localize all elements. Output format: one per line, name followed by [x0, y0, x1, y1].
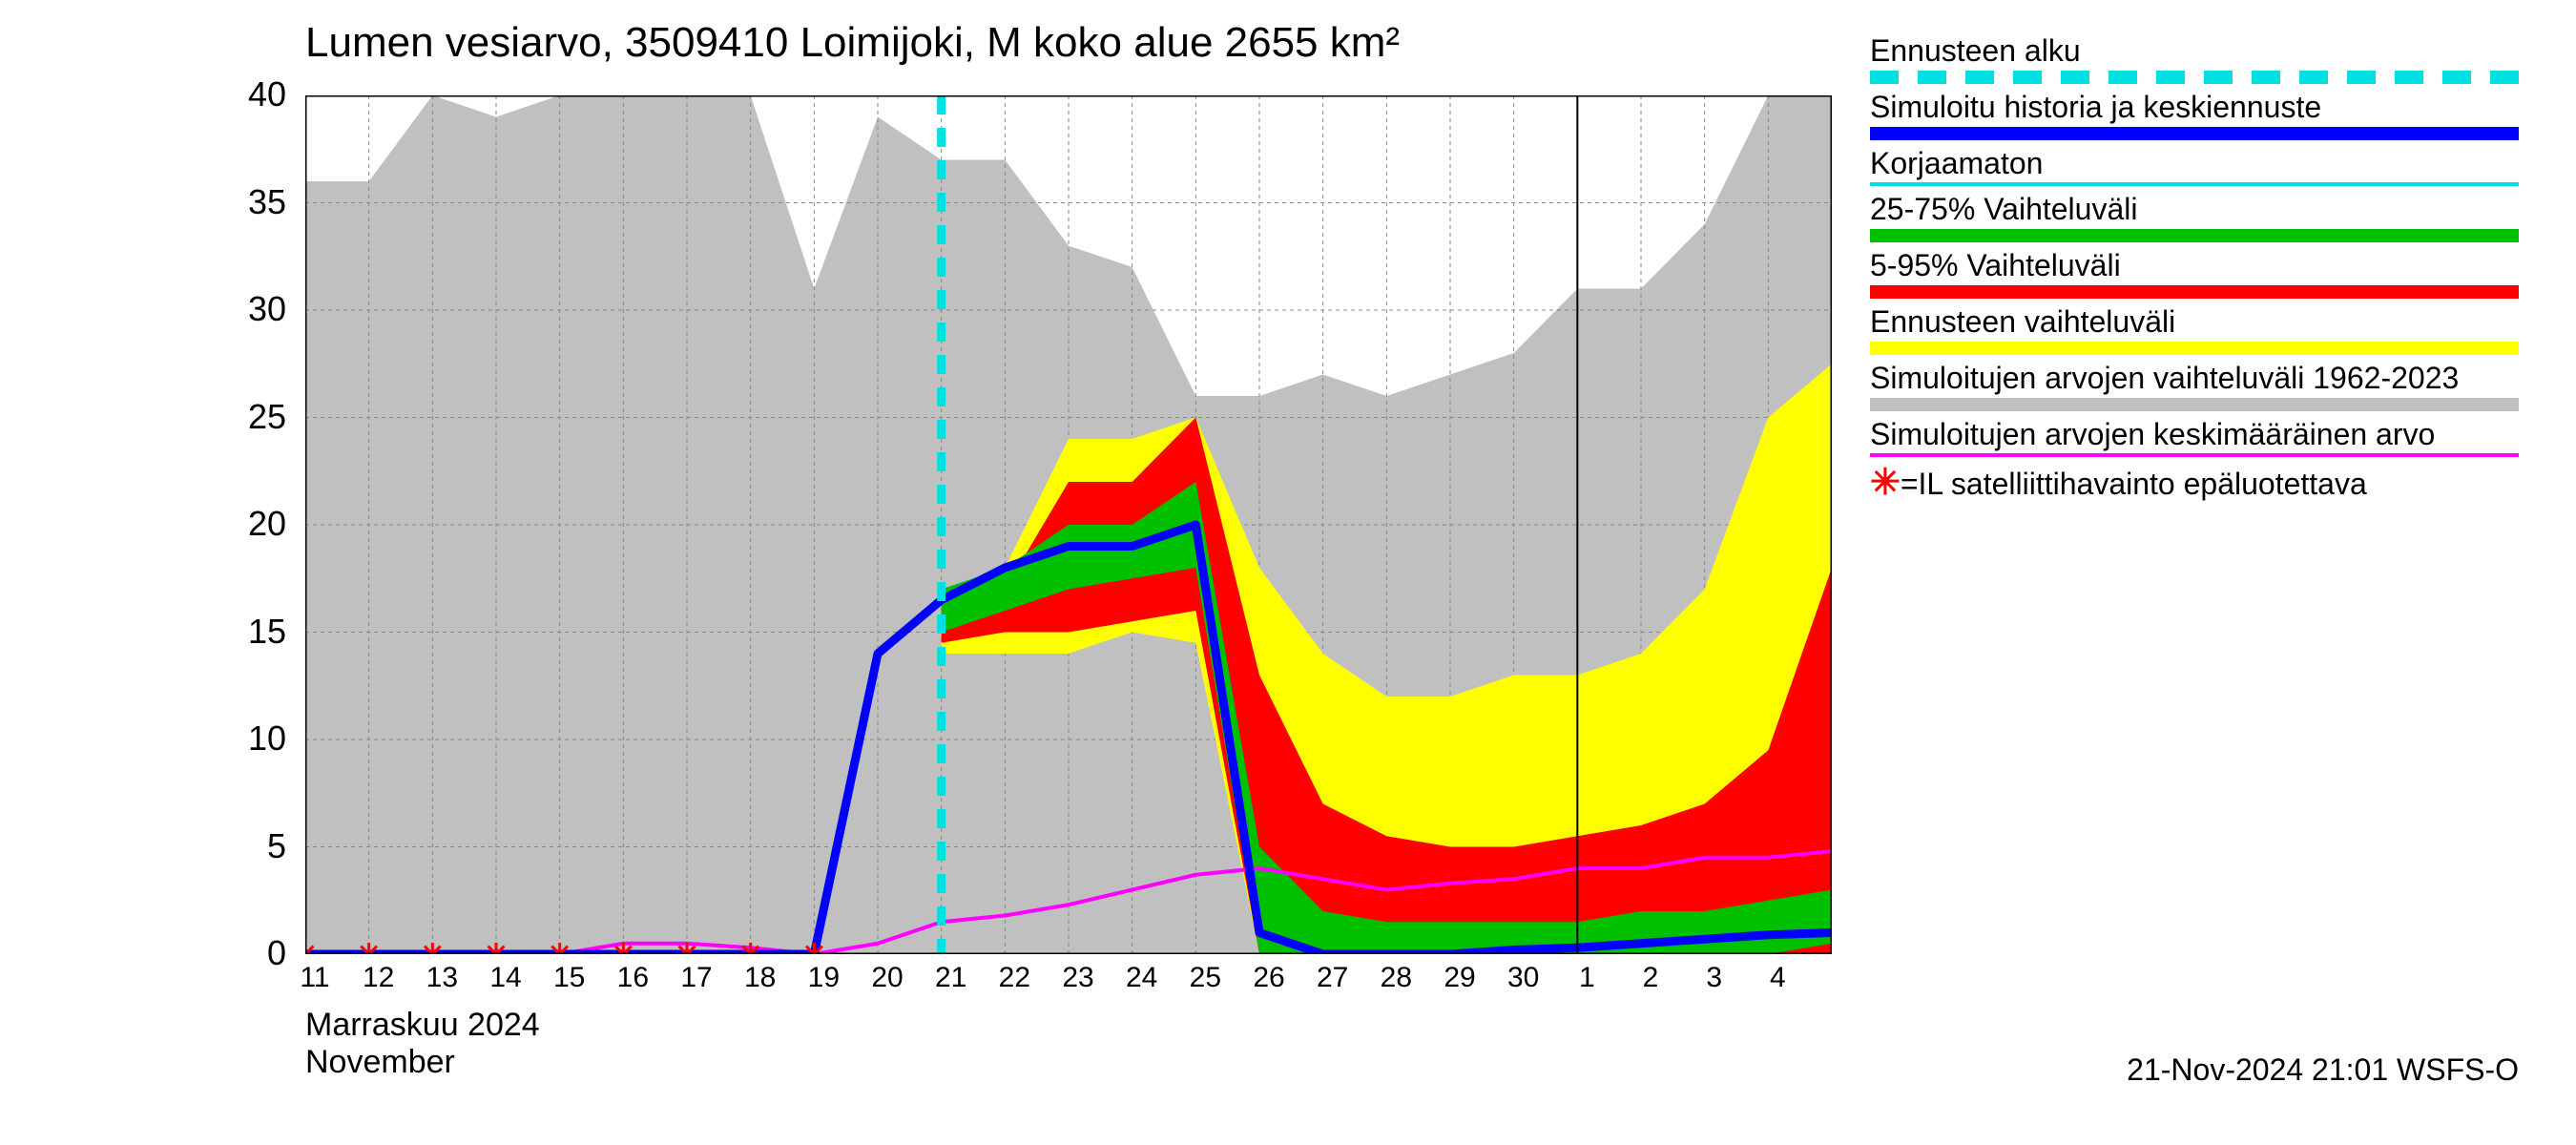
legend-swatch	[1870, 453, 2519, 457]
legend-item: Ennusteen vaihteluväli	[1870, 304, 2519, 355]
legend-label: Simuloitu historia ja keskiennuste	[1870, 90, 2519, 125]
x-tick: 11	[286, 962, 343, 994]
x-tick: 12	[350, 962, 407, 994]
x-tick: 1	[1558, 962, 1615, 994]
legend-swatch	[1870, 71, 2519, 84]
x-axis-month-labels: Marraskuu 2024 November	[305, 1007, 540, 1081]
legend-label: Korjaamaton	[1870, 146, 2519, 181]
y-tick: 40	[219, 74, 286, 114]
legend-swatch	[1870, 182, 2519, 186]
x-tick: 4	[1749, 962, 1806, 994]
x-tick: 13	[413, 962, 470, 994]
y-tick: 15	[219, 612, 286, 652]
legend-item: ✳=IL satelliittihavainto epäluotettava	[1870, 463, 2519, 505]
legend-label: ✳=IL satelliittihavainto epäluotettava	[1870, 463, 2519, 505]
x-tick: 3	[1686, 962, 1743, 994]
legend-label: 25-75% Vaihteluväli	[1870, 192, 2519, 227]
month-fi-label: Marraskuu 2024	[305, 1007, 540, 1044]
x-tick: 29	[1431, 962, 1488, 994]
chart-page: Lumen vesiarvo / Snow water equiv. mm Lu…	[0, 0, 2576, 1145]
x-tick: 2	[1622, 962, 1679, 994]
y-tick: 20	[219, 504, 286, 544]
legend-label: Ennusteen vaihteluväli	[1870, 304, 2519, 340]
y-tick: 30	[219, 289, 286, 329]
x-tick: 28	[1367, 962, 1424, 994]
chart-plot-area	[305, 95, 1832, 954]
y-tick: 0	[219, 933, 286, 973]
y-tick: 5	[219, 826, 286, 866]
sat-marker-icon: ✳	[1870, 463, 1901, 503]
x-tick: 25	[1176, 962, 1234, 994]
legend: Ennusteen alku Simuloitu historia ja kesk…	[1870, 33, 2519, 510]
month-en-label: November	[305, 1044, 540, 1081]
x-tick: 27	[1304, 962, 1361, 994]
legend-item: 5-95% Vaihteluväli	[1870, 248, 2519, 299]
legend-item: 25-75% Vaihteluväli	[1870, 192, 2519, 242]
legend-label: 5-95% Vaihteluväli	[1870, 248, 2519, 283]
x-tick: 26	[1240, 962, 1298, 994]
legend-item: Simuloitujen arvojen vaihteluväli 1962-2…	[1870, 361, 2519, 411]
x-tick: 18	[732, 962, 789, 994]
x-tick: 23	[1049, 962, 1107, 994]
x-tick: 20	[859, 962, 916, 994]
footer-timestamp: 21-Nov-2024 21:01 WSFS-O	[2127, 1052, 2519, 1088]
legend-label: Ennusteen alku	[1870, 33, 2519, 69]
legend-text: =IL satelliittihavainto epäluotettava	[1901, 467, 2367, 501]
legend-label: Simuloitujen arvojen vaihteluväli 1962-2…	[1870, 361, 2519, 396]
chart-svg	[305, 95, 1832, 954]
x-tick: 30	[1495, 962, 1552, 994]
legend-item: Simuloitu historia ja keskiennuste	[1870, 90, 2519, 140]
x-tick: 16	[604, 962, 661, 994]
legend-swatch	[1870, 229, 2519, 242]
x-tick: 15	[541, 962, 598, 994]
legend-label: Simuloitujen arvojen keskimääräinen arvo	[1870, 417, 2519, 452]
legend-swatch	[1870, 342, 2519, 355]
legend-item: Simuloitujen arvojen keskimääräinen arvo	[1870, 417, 2519, 458]
chart-title: Lumen vesiarvo, 3509410 Loimijoki, M kok…	[305, 19, 1400, 67]
x-tick: 21	[923, 962, 980, 994]
legend-item: Ennusteen alku	[1870, 33, 2519, 84]
y-tick: 25	[219, 397, 286, 437]
legend-item: Korjaamaton	[1870, 146, 2519, 187]
x-tick: 19	[795, 962, 852, 994]
x-tick: 17	[668, 962, 725, 994]
y-tick: 10	[219, 718, 286, 759]
legend-swatch	[1870, 398, 2519, 411]
x-tick: 24	[1113, 962, 1171, 994]
y-tick: 35	[219, 182, 286, 222]
legend-swatch	[1870, 127, 2519, 140]
legend-swatch	[1870, 285, 2519, 299]
x-tick: 22	[986, 962, 1043, 994]
x-tick: 14	[477, 962, 534, 994]
